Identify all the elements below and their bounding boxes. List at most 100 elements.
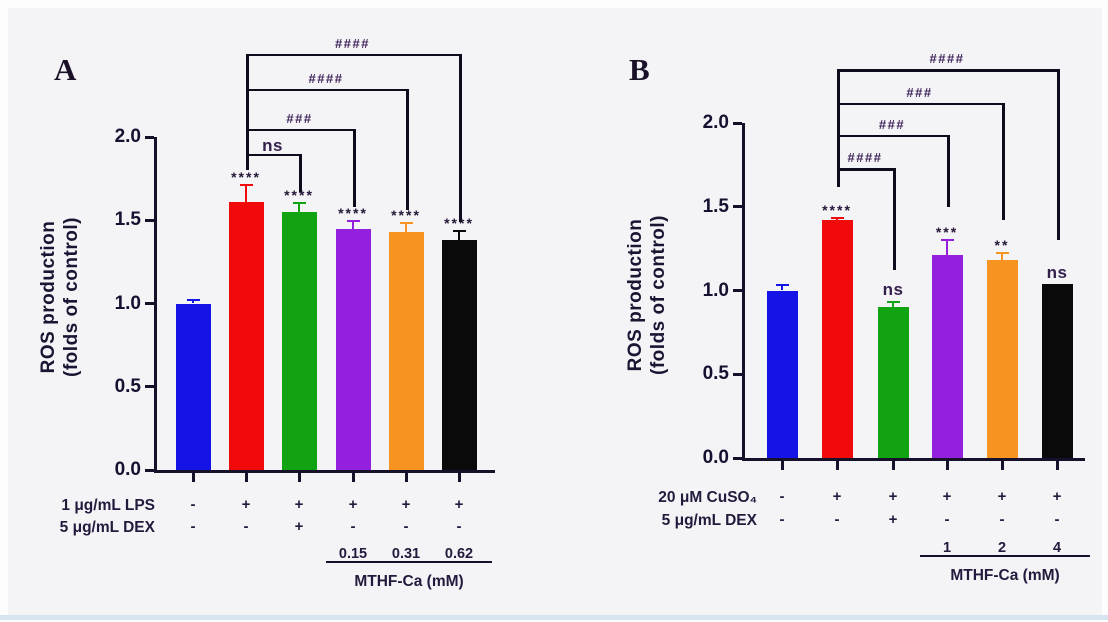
- y-axis-tick: [145, 218, 154, 222]
- treatment-symbol: +: [1052, 488, 1062, 505]
- bracket-line: [246, 128, 356, 132]
- significance-label: ****: [231, 168, 261, 185]
- treatment-symbol: -: [999, 511, 1005, 528]
- error-bar-stem: [405, 221, 408, 232]
- bracket-significance-label: ####: [847, 150, 883, 166]
- bar: [821, 220, 853, 458]
- y-axis-tick-label: 1.0: [114, 292, 141, 314]
- x-axis-tick: [945, 461, 949, 470]
- x-axis-tick: [244, 473, 248, 482]
- bottom-blue-strip: [0, 615, 1108, 620]
- treatment-symbol: +: [401, 496, 411, 513]
- y-axis-tick-label: 2.0: [702, 112, 729, 133]
- dose-value: 4: [1052, 540, 1062, 556]
- dose-value: 2: [997, 540, 1007, 556]
- y-axis-tick: [733, 289, 742, 292]
- error-bar-stem: [245, 183, 248, 202]
- y-axis-tick: [145, 302, 154, 305]
- dose-axis-label: MTHF-Ca (mM): [950, 567, 1060, 584]
- panel-b-letter: B: [629, 52, 650, 87]
- treatment-symbol: -: [944, 511, 950, 528]
- y-axis-tick-label: 0.0: [114, 459, 141, 480]
- error-bar-cap: [995, 251, 1009, 255]
- x-axis-tick: [780, 461, 784, 470]
- bottom-edge-strip: [0, 620, 1108, 622]
- x-axis-tick: [191, 473, 195, 482]
- treatment-symbol: -: [350, 518, 356, 535]
- y-axis-tick-label: 1.5: [114, 209, 141, 231]
- bracket-line: [246, 88, 409, 92]
- treatment-symbol: +: [997, 488, 1007, 505]
- treatment-row-label: 1 μg/mL LPS: [61, 497, 155, 514]
- y-axis-tick-label: 0.5: [114, 375, 141, 397]
- bracket-line: [353, 128, 356, 207]
- y-axis-tick: [733, 372, 742, 376]
- bar: [766, 290, 798, 458]
- bracket-significance-label: ####: [929, 51, 965, 67]
- x-axis-tick: [835, 461, 839, 470]
- bar: [175, 303, 211, 470]
- y-axis-tick-label: 0.5: [702, 363, 729, 385]
- y-axis-title-line2: (folds of control): [648, 215, 669, 375]
- treatment-row-label: 5 μg/mL DEX: [661, 512, 757, 529]
- error-bar-cap: [886, 300, 900, 303]
- bar: [388, 231, 424, 470]
- dose-axis-label: MTHF-Ca (mM): [354, 573, 464, 590]
- bracket-line: [893, 168, 896, 271]
- error-bar-stem: [946, 238, 949, 256]
- treatment-row-label: 20 μM CuSO₄: [658, 489, 757, 506]
- significance-label: ****: [284, 186, 314, 203]
- error-bar-stem: [892, 300, 895, 308]
- y-axis-line: [154, 137, 157, 473]
- treatment-symbol: +: [241, 496, 251, 513]
- error-bar-cap: [830, 216, 844, 219]
- error-bar-cap: [292, 201, 306, 205]
- bracket-line: [246, 53, 462, 57]
- treatment-symbol: -: [779, 511, 785, 528]
- bracket-line: [947, 134, 950, 207]
- error-bar-cap: [186, 298, 200, 301]
- error-bar-stem: [458, 230, 461, 241]
- dose-value: 0.62: [444, 546, 474, 562]
- x-axis-line: [742, 458, 1085, 461]
- bracket-line: [459, 53, 462, 222]
- y-axis-tick: [145, 135, 154, 139]
- panel-b-y-axis-title: ROS production (folds of control): [624, 135, 676, 455]
- bracket-line: [406, 88, 409, 211]
- significance-label: ****: [444, 215, 474, 232]
- bracket-line: [1002, 102, 1005, 221]
- treatment-symbol: -: [403, 518, 409, 535]
- bracket-line: [246, 53, 249, 171]
- x-axis-tick: [297, 473, 301, 482]
- y-axis-tick-label: 1.5: [702, 195, 729, 217]
- dose-underline: [326, 561, 492, 563]
- treatment-symbol: -: [190, 518, 196, 535]
- treatment-symbol: +: [348, 496, 358, 513]
- bracket-line: [837, 69, 840, 187]
- error-bar-cap: [775, 283, 789, 286]
- bar: [877, 307, 909, 458]
- treatment-symbol: -: [1054, 511, 1060, 528]
- treatment-symbol: -: [190, 496, 196, 513]
- error-bar-cap: [452, 230, 466, 233]
- error-bar-stem: [781, 283, 784, 291]
- dose-value: 0.15: [338, 546, 368, 562]
- error-bar-stem: [192, 298, 195, 304]
- bracket-significance-label: ####: [335, 35, 370, 51]
- y-axis-title-line1: ROS production: [38, 220, 59, 374]
- y-axis-tick-label: 0.0: [702, 447, 729, 468]
- x-axis-tick: [891, 461, 895, 470]
- dose-value: 1: [942, 540, 952, 556]
- dose-value: 0.31: [391, 546, 421, 562]
- treatment-row-label: 5 μg/mL DEX: [59, 519, 155, 536]
- x-axis-tick: [404, 473, 408, 482]
- significance-label: ****: [391, 206, 421, 223]
- significance-label: ****: [822, 201, 852, 218]
- error-bar-stem: [298, 201, 301, 212]
- panel-a-y-axis-title: ROS production (folds of control): [37, 137, 89, 457]
- y-axis-tick: [145, 468, 154, 472]
- bar: [228, 201, 264, 470]
- significance-label: ***: [935, 223, 959, 240]
- significance-label: ns: [882, 279, 904, 299]
- bracket-line: [837, 69, 1060, 72]
